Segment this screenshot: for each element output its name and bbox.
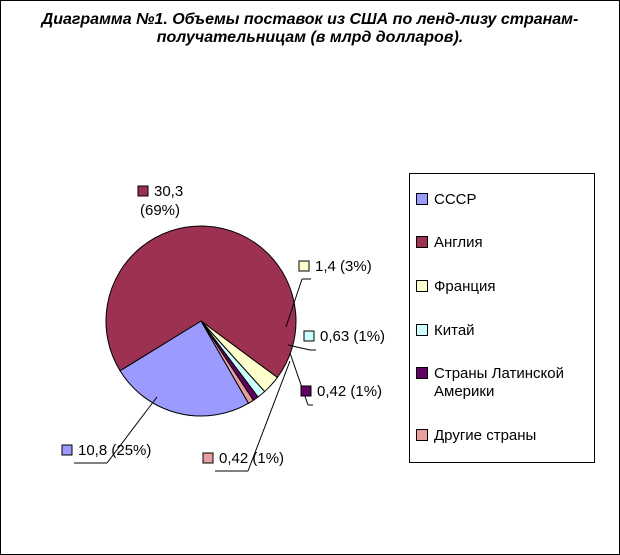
callout-swatch — [138, 186, 148, 196]
chart-frame: Диаграмма №1. Объемы поставок из США по … — [0, 0, 620, 555]
callout-китай: 0,63 (1%) — [304, 328, 385, 345]
legend-swatch — [416, 367, 428, 379]
callout-swatch — [301, 386, 311, 396]
legend-item: Франция — [416, 278, 588, 296]
legend-label: СССР — [434, 191, 588, 209]
callout-swatch — [62, 445, 72, 455]
legend-item: Другие страны — [416, 427, 588, 445]
callout-страны-латинской-америки: 0,42 (1%) — [301, 383, 382, 400]
legend-swatch — [416, 280, 428, 292]
legend-item: Англия — [416, 234, 588, 252]
callout-swatch — [299, 261, 309, 271]
legend-label: Страны Латинской Америки — [434, 365, 588, 401]
legend: СССР Англия Франция Китай Страны Латинской А… — [409, 173, 595, 463]
callout-label: 1,4 (3%) — [315, 258, 372, 275]
legend-swatch — [416, 324, 428, 336]
legend-label: Китай — [434, 322, 588, 340]
callout-swatch — [203, 453, 213, 463]
legend-label: Франция — [434, 278, 588, 296]
callout-label: 10,8 (25%) — [78, 442, 151, 459]
legend-item: Страны Латинской Америки — [416, 365, 588, 401]
legend-item: Китай — [416, 322, 588, 340]
callout-ссср: 10,8 (25%) — [62, 442, 151, 459]
callout-swatch — [304, 331, 314, 341]
legend-swatch — [416, 429, 428, 441]
legend-swatch — [416, 236, 428, 248]
legend-label: Другие страны — [434, 427, 588, 445]
leader-line — [290, 353, 308, 405]
callout-label: 0,63 (1%) — [320, 328, 385, 345]
callout-франция: 1,4 (3%) — [299, 258, 372, 275]
legend-label: Англия — [434, 234, 588, 252]
callout-label: 0,42 (1%) — [219, 450, 284, 467]
callout-англия: 30,3 (69%) — [138, 183, 183, 219]
legend-swatch — [416, 193, 428, 205]
callout-label: (69%) — [140, 202, 180, 219]
callout-label: 0,42 (1%) — [317, 383, 382, 400]
callout-label: 30,3 — [154, 183, 183, 200]
legend-item: СССР — [416, 191, 588, 209]
callout-другие-страны: 0,42 (1%) — [203, 450, 284, 467]
